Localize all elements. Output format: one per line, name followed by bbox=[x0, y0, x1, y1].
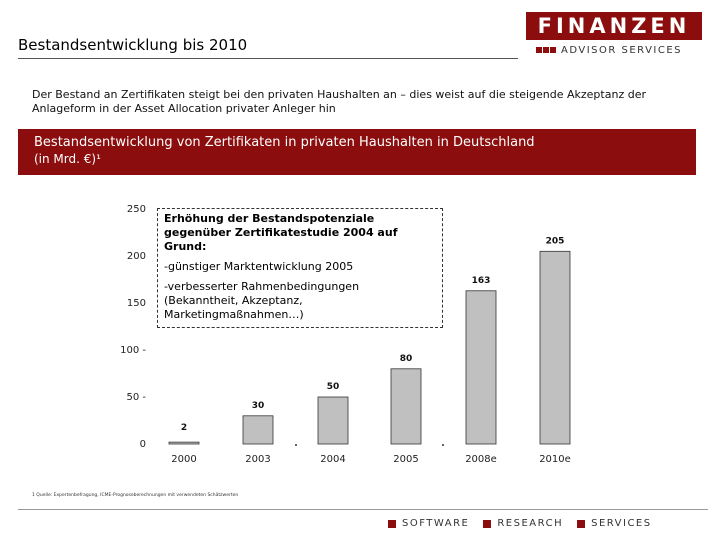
x-tick-label: 2005 bbox=[393, 454, 418, 465]
y-tick-label: 150 bbox=[127, 298, 146, 309]
footnote: 1 Quelle: Expertenbefragung, ICME-Progno… bbox=[32, 493, 239, 498]
bar bbox=[390, 368, 422, 445]
axis-break-dot bbox=[295, 444, 297, 446]
banner-title: Bestandsentwicklung von Zertifikaten in … bbox=[34, 135, 535, 150]
bar-value-label: 2 bbox=[181, 423, 187, 433]
x-tick-label: 2004 bbox=[320, 454, 345, 465]
bar-value-label: 205 bbox=[546, 236, 565, 246]
title-divider bbox=[18, 58, 518, 59]
x-tick-label: 2008e bbox=[465, 454, 497, 465]
footer-label: RESEARCH bbox=[497, 518, 564, 529]
footer-item-services: SERVICES bbox=[577, 518, 652, 529]
logo-subtitle-text: ADVISOR SERVICES bbox=[561, 45, 683, 56]
logo-subtitle: ADVISOR SERVICES bbox=[536, 45, 682, 56]
footer-divider bbox=[18, 509, 708, 510]
y-tick-label: 100 - bbox=[120, 345, 146, 356]
x-tick-label: 2003 bbox=[245, 454, 270, 465]
footer-nav: SOFTWARE RESEARCH SERVICES bbox=[388, 518, 652, 529]
banner-unit: (in Mrd. €)¹ bbox=[34, 152, 101, 166]
footer-item-research: RESEARCH bbox=[483, 518, 563, 529]
callout-box: Erhöhung der Bestandspotenziale gegenübe… bbox=[157, 208, 443, 328]
footer-item-software: SOFTWARE bbox=[388, 518, 469, 529]
callout-bullet: -verbesserter Rahmenbedingungen (Bekannt… bbox=[164, 280, 360, 321]
square-icon bbox=[388, 519, 396, 528]
page-title: Bestandsentwicklung bis 2010 bbox=[18, 36, 248, 54]
bar-value-label: 30 bbox=[252, 401, 265, 411]
x-tick-label: 2000 bbox=[171, 454, 196, 465]
bar-value-label: 163 bbox=[472, 276, 491, 286]
bar bbox=[465, 290, 497, 445]
bar bbox=[168, 441, 200, 445]
bar bbox=[317, 396, 349, 445]
footer-label: SERVICES bbox=[591, 518, 652, 529]
footer-label: SOFTWARE bbox=[402, 518, 470, 529]
y-tick-label: 50 - bbox=[126, 392, 146, 403]
callout-bullet: -günstiger Marktentwicklung 2005 bbox=[164, 260, 354, 273]
square-icon bbox=[483, 519, 492, 528]
axis-break-dot bbox=[442, 444, 444, 446]
y-tick-label: 250 bbox=[127, 204, 146, 215]
square-icon bbox=[577, 519, 586, 528]
intro-text: Der Bestand an Zertifikaten steigt bei d… bbox=[32, 88, 646, 115]
bar-value-label: 80 bbox=[400, 354, 413, 364]
x-tick-label: 2010e bbox=[539, 454, 571, 465]
bar bbox=[539, 250, 571, 445]
callout-heading: Erhöhung der Bestandspotenziale gegenübe… bbox=[164, 212, 398, 253]
chart-banner: Bestandsentwicklung von Zertifikaten in … bbox=[18, 129, 696, 175]
y-tick-label: 200 bbox=[127, 251, 146, 262]
logo-squares-icon bbox=[536, 45, 557, 56]
y-tick-label: 0 bbox=[140, 439, 146, 450]
finanzen-logo: FINANZEN bbox=[526, 12, 702, 40]
bar-value-label: 50 bbox=[327, 382, 340, 392]
bar bbox=[242, 415, 274, 445]
